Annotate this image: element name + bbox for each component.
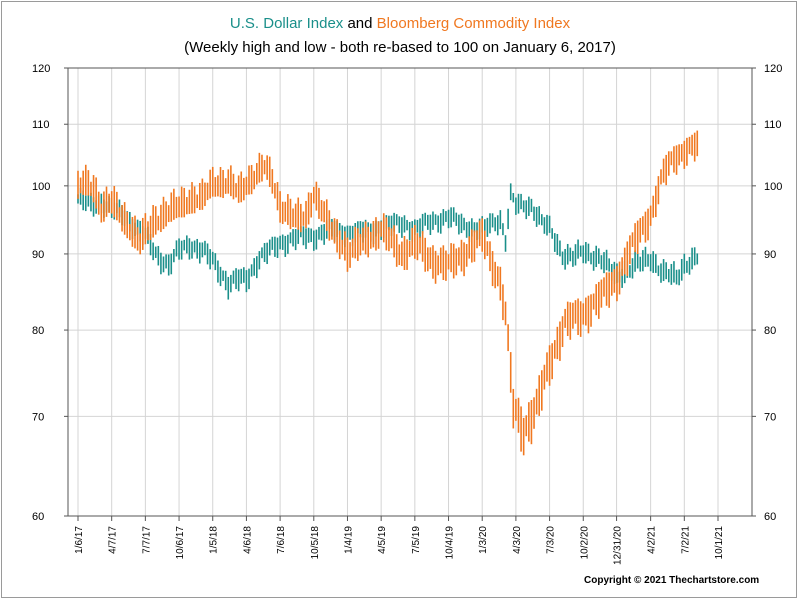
x-tick-label: 7/6/18: [276, 526, 287, 554]
x-tick-label: 4/2/21: [647, 526, 658, 554]
x-tick-label: 1/5/18: [209, 526, 220, 554]
y-tick-label-left: 70: [32, 411, 44, 423]
y-tick-label-right: 120: [764, 63, 782, 75]
x-tick-label: 10/5/18: [310, 526, 321, 560]
x-tick-label: 4/7/17: [108, 526, 119, 554]
y-tick-label-right: 80: [764, 325, 776, 337]
chart-title-part-2: Bloomberg Commodity Index: [376, 15, 571, 32]
x-tick-label: 10/2/20: [579, 526, 590, 560]
y-tick-label-right: 110: [764, 119, 782, 131]
chart-title-parts: U.S. Dollar Index and Bloomberg Commodit…: [230, 15, 570, 32]
x-tick-label: 7/2/21: [680, 526, 691, 554]
chart-title-part-0: U.S. Dollar Index: [229, 15, 344, 32]
x-tick-label: 7/5/19: [411, 526, 422, 554]
y-tick-label-right: 90: [764, 249, 776, 261]
x-tick-label: 12/31/20: [613, 526, 624, 565]
x-tick-label: 7/7/17: [141, 526, 152, 554]
x-tick-label: 1/3/20: [478, 526, 489, 554]
copyright-text: Copyright © 2021 Thechartstore.com: [584, 575, 760, 586]
y-tick-label-left: 90: [32, 249, 44, 261]
x-tick-label: 10/6/17: [175, 526, 186, 560]
y-tick-label-left: 60: [32, 511, 44, 523]
x-tick-label: 4/5/19: [377, 526, 388, 554]
y-tick-label-right: 70: [764, 411, 776, 423]
chart-title-part-1: and: [343, 15, 377, 32]
y-tick-label-right: 60: [764, 511, 776, 523]
y-tick-label-left: 120: [32, 63, 50, 75]
x-tick-label: 4/3/20: [512, 526, 523, 554]
y-tick-label-left: 100: [32, 181, 50, 193]
plot-border: [67, 67, 753, 517]
x-tick-label: 7/3/20: [546, 526, 557, 554]
x-tick-label: 10/1/21: [714, 526, 725, 560]
y-tick-label-left: 80: [32, 325, 44, 337]
y-tick-label-right: 100: [764, 181, 782, 193]
x-tick-label: 1/6/17: [74, 526, 85, 554]
x-tick-label: 1/4/19: [343, 526, 354, 554]
chart-title: U.S. Dollar Index and Bloomberg Commodit…: [0, 15, 800, 32]
chart-subtitle: (Weekly high and low - both re-based to …: [184, 39, 616, 56]
series-1: [77, 130, 699, 456]
x-tick-label: 4/6/18: [242, 526, 253, 554]
y-tick-label-left: 110: [32, 119, 50, 131]
x-tick-label: 10/4/19: [445, 526, 456, 560]
